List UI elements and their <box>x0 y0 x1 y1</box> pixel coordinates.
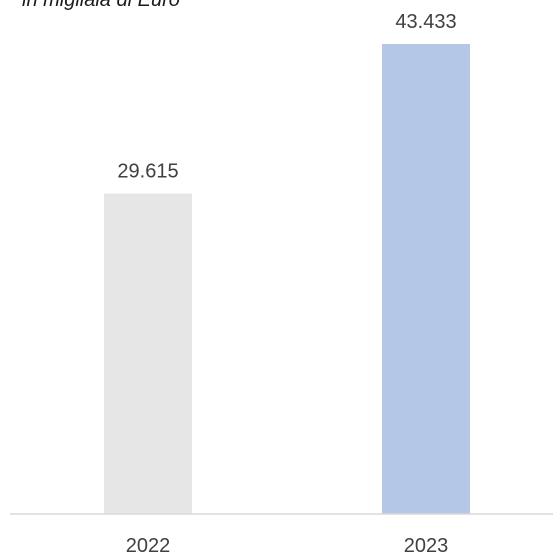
category-label-2022: 2022 <box>126 535 171 555</box>
value-label-2022: 29.615 <box>117 161 178 183</box>
value-label-2023: 43.433 <box>395 11 456 33</box>
labels-layer: 29.615 2022 43.433 2023 <box>117 11 456 555</box>
chart-subtitle: in migliaia di Euro <box>22 0 180 11</box>
bar-2023 <box>382 44 470 514</box>
bars-layer <box>104 44 470 514</box>
category-label-2023: 2023 <box>404 535 449 555</box>
bar-2022 <box>104 193 192 514</box>
